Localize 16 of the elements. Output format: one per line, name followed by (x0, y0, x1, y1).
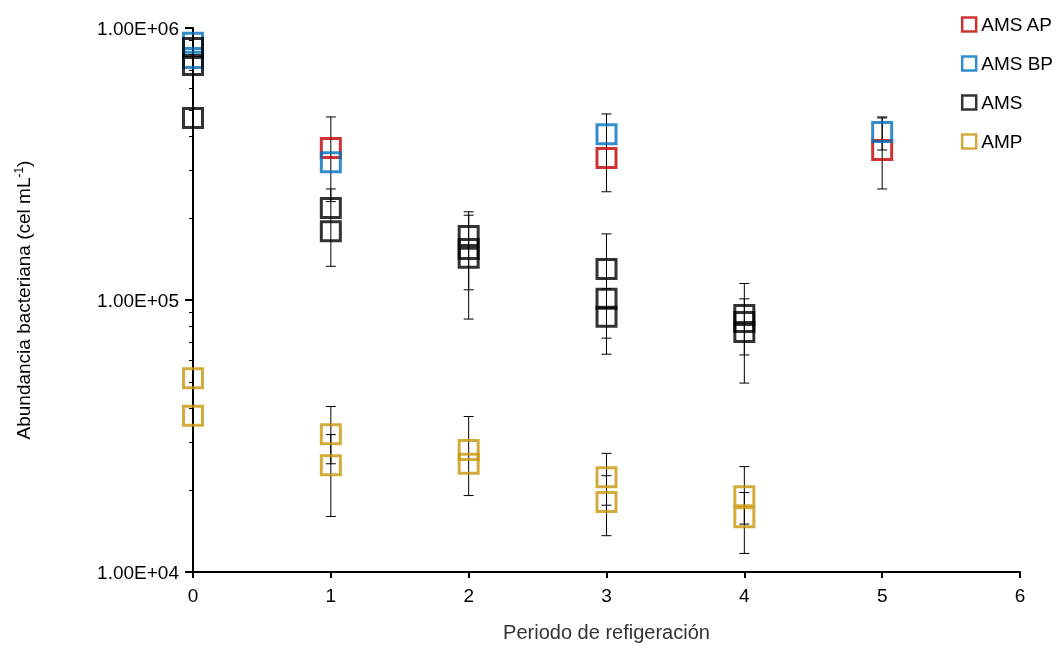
y-tick-label: 1.00E+05 (97, 289, 179, 311)
legend-label: AMS (981, 92, 1023, 113)
x-tick-label: 1 (325, 585, 337, 606)
y-tick-label: 1.00E+04 (97, 561, 180, 583)
x-tick-label: 0 (187, 585, 199, 606)
x-tick-label: 2 (463, 585, 474, 606)
legend-label: AMP (981, 131, 1023, 152)
x-axis-title: Periodo de refigeración (503, 621, 710, 643)
legend-label: AMS BP (981, 53, 1054, 74)
y-tick-label: 1.00E+06 (97, 17, 179, 39)
legend-label: AMS AP (981, 14, 1052, 35)
x-tick-label: 6 (1014, 585, 1026, 606)
x-tick-label: 4 (739, 585, 751, 606)
x-tick-label: 5 (876, 585, 888, 606)
y-axis-title: Abundancia bacteriana (cel mL-1) (12, 160, 34, 440)
x-tick-label: 3 (601, 585, 612, 606)
